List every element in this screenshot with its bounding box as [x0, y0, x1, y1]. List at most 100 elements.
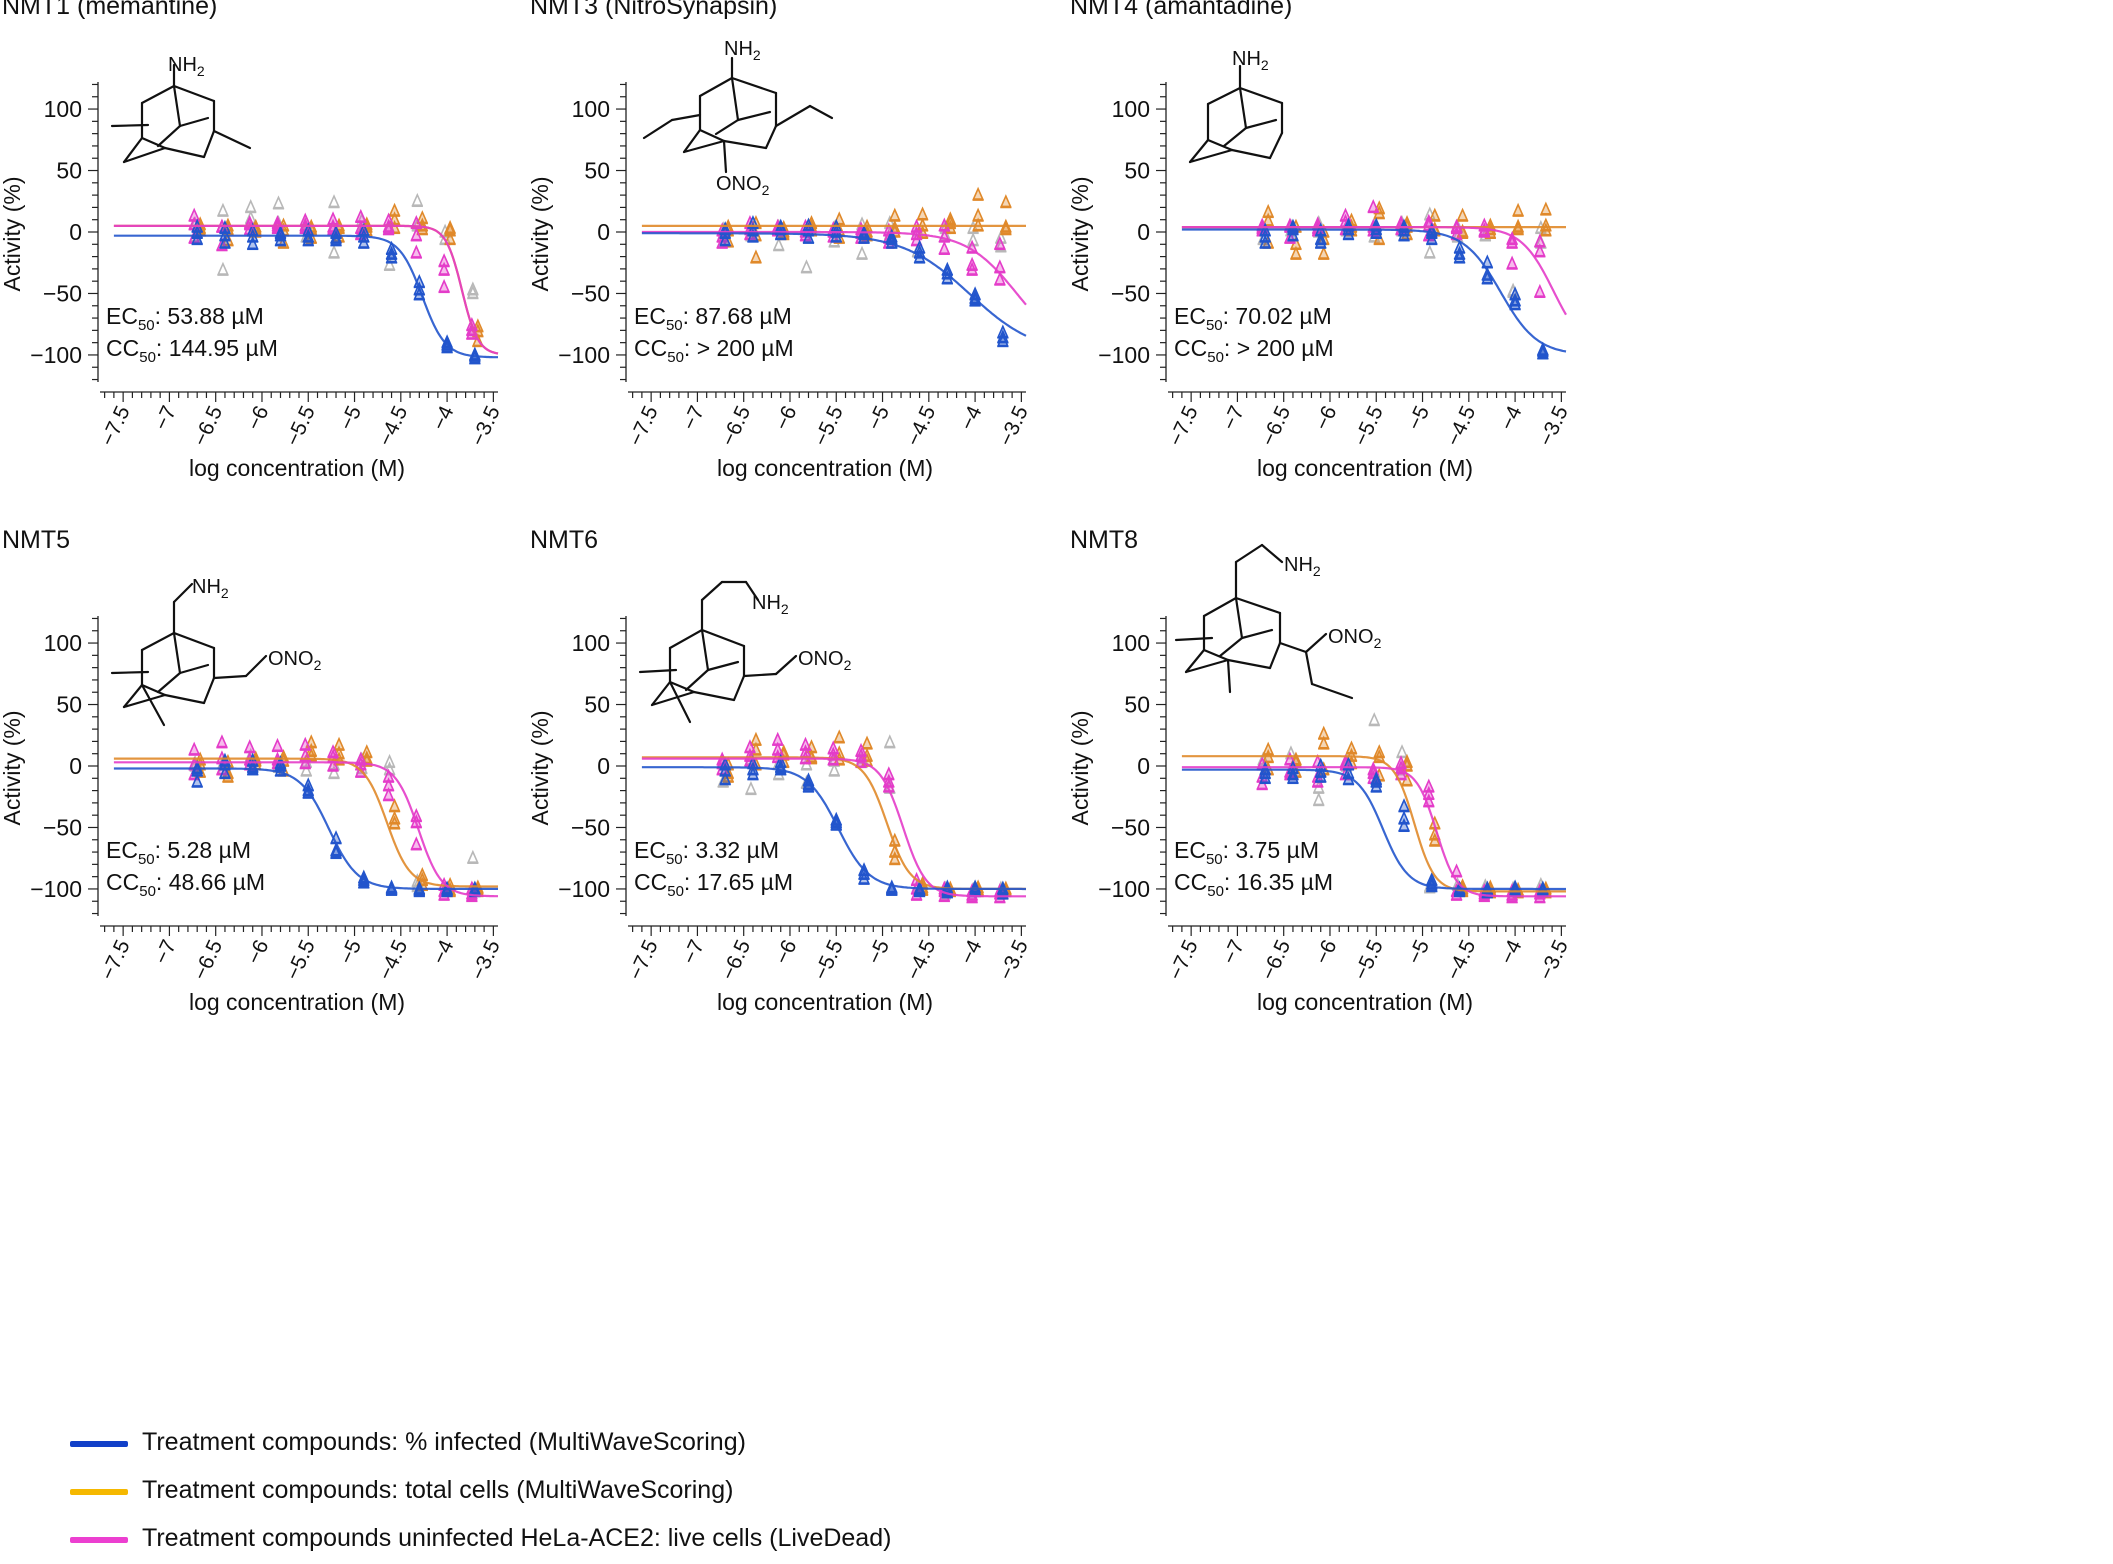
- x-tick-label: −6.5: [189, 402, 227, 449]
- data-point: [1262, 741, 1275, 755]
- fit-curve-live: [641, 757, 1026, 898]
- data-point: [1345, 740, 1358, 754]
- bond: [1310, 682, 1354, 700]
- x-tick-label: −4: [1496, 402, 1527, 434]
- structure-label-text: NH: [724, 38, 753, 60]
- data-point: [467, 281, 479, 295]
- data-point: [1506, 255, 1518, 269]
- data-point: [388, 798, 401, 812]
- y-axis-label: Activity (%): [0, 711, 25, 826]
- y-tick-label: 0: [597, 753, 610, 779]
- data-point: [1312, 792, 1325, 806]
- fit-curve-live: [113, 761, 498, 898]
- data-point: [1370, 778, 1383, 792]
- data-point: [217, 261, 229, 275]
- data-point: [246, 235, 259, 250]
- y-axis-label: Activity (%): [0, 177, 25, 292]
- bond: [1260, 543, 1284, 564]
- data-point: [719, 756, 732, 770]
- x-tick-label: −4.5: [1442, 936, 1480, 983]
- y-tick-label: −100: [1098, 342, 1150, 368]
- bond: [638, 668, 678, 674]
- panel-3: NMT4 (amantadine) 100 50 0 −50 −100 Activity (…: [1067, 0, 1573, 481]
- fit-curve-live: [1181, 226, 1567, 316]
- cc50-annotation-label: CC: [1174, 869, 1207, 895]
- data-point: [771, 741, 784, 755]
- bond: [670, 113, 702, 122]
- data-point: [467, 849, 479, 863]
- bond: [1188, 138, 1210, 164]
- x-tick-label: −5.5: [281, 936, 319, 983]
- data-point: [1509, 296, 1521, 310]
- data-point: [438, 278, 450, 293]
- data-point: [997, 880, 1009, 894]
- x-tick-label: −7: [150, 936, 181, 967]
- x-tick-label: −6.5: [1257, 402, 1295, 449]
- bond: [650, 690, 696, 707]
- data-point: [191, 760, 204, 774]
- structure-label: NH2: [192, 576, 229, 601]
- fit-curve-infected: [113, 767, 498, 890]
- fit-curve-infected: [1181, 768, 1566, 891]
- data-point: [944, 214, 957, 229]
- fit-curve-infected: [641, 232, 1027, 337]
- data-point: [413, 883, 426, 897]
- data-point: [1506, 234, 1518, 248]
- y-tick-label: −100: [1098, 876, 1150, 902]
- bond: [1174, 636, 1214, 642]
- x-tick-label: −6: [771, 936, 802, 967]
- data-point: [1507, 283, 1519, 298]
- bond: [122, 136, 144, 164]
- x-tick-label: −4.5: [374, 402, 412, 449]
- bond: [140, 683, 167, 697]
- data-point: [191, 773, 204, 787]
- structure-label-subscript: 2: [781, 601, 789, 617]
- structure-label: NH2: [724, 38, 761, 63]
- data-point: [994, 271, 1006, 285]
- x-tick-label: −6.5: [717, 936, 755, 983]
- bond: [1226, 658, 1272, 670]
- x-tick-label: −4.5: [902, 936, 940, 983]
- structure-label-subscript: 2: [844, 657, 852, 673]
- data-point: [219, 227, 231, 241]
- data-point: [302, 777, 315, 791]
- data-point: [1422, 785, 1435, 800]
- x-tick-label: −3.5: [995, 936, 1033, 983]
- data-point: [1422, 778, 1435, 792]
- bond: [156, 124, 182, 148]
- data-point: [382, 787, 395, 801]
- data-point: [1423, 244, 1436, 258]
- bond: [684, 668, 710, 692]
- structure-label: ONO2: [268, 648, 322, 673]
- fit-curve-total: [113, 757, 498, 888]
- data-point: [444, 230, 456, 245]
- cc50-annotation-subscript: 50: [1207, 883, 1224, 900]
- data-point: [1287, 769, 1299, 784]
- data-point: [1478, 223, 1491, 237]
- x-tick-label: −5: [1403, 402, 1434, 433]
- fit-curve-infected: [641, 766, 1026, 891]
- data-point: [1000, 194, 1012, 208]
- bond: [774, 654, 798, 676]
- bond: [706, 660, 740, 672]
- bond: [110, 123, 150, 128]
- structure-label: NH2: [1284, 554, 1321, 579]
- x-tick-label: −6.5: [1257, 936, 1295, 983]
- x-axis-label: log concentration (M): [189, 455, 405, 481]
- x-axis-label: log concentration (M): [717, 455, 933, 481]
- data-point: [438, 253, 450, 267]
- x-axis-label: log concentration (M): [1257, 455, 1473, 481]
- data-point: [719, 232, 732, 246]
- x-tick-label: −7: [678, 936, 709, 967]
- data-point: [1453, 249, 1466, 263]
- data-point: [747, 214, 759, 229]
- cc50-annotation-subscript: 50: [139, 883, 156, 900]
- data-point: [972, 186, 984, 200]
- bond: [730, 76, 740, 122]
- y-tick-label: 50: [56, 158, 82, 184]
- bond: [1184, 658, 1230, 674]
- data-point: [938, 240, 951, 254]
- bond: [172, 631, 182, 675]
- data-point: [410, 227, 423, 241]
- ec50-annotation-subscript: 50: [666, 851, 683, 868]
